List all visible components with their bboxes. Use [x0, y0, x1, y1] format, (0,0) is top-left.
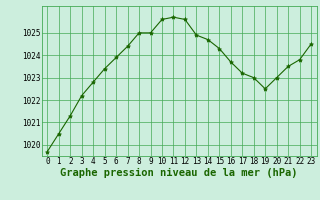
X-axis label: Graphe pression niveau de la mer (hPa): Graphe pression niveau de la mer (hPa) — [60, 168, 298, 178]
